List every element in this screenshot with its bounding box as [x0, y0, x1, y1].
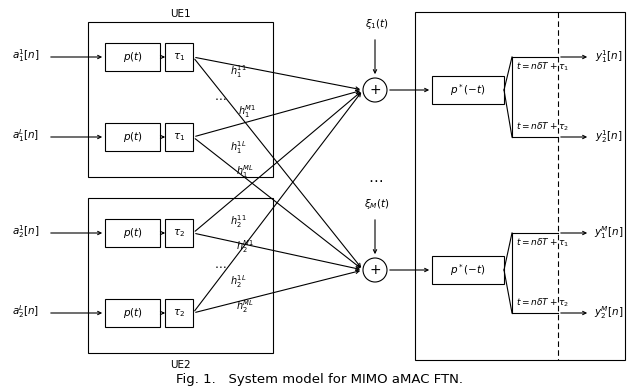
Text: $h_2^{1L}$: $h_2^{1L}$ [230, 274, 246, 291]
Text: +: + [369, 263, 381, 277]
Bar [105, 43, 160, 71]
Text: $y_1^M[n]$: $y_1^M[n]$ [594, 224, 623, 241]
Bar [105, 123, 160, 151]
Text: $a_2^1[n]$: $a_2^1[n]$ [12, 224, 40, 240]
Bar [105, 219, 160, 247]
Text: $h_1^{ML}$: $h_1^{ML}$ [236, 163, 254, 180]
Bar [165, 123, 193, 151]
Text: $p(t)$: $p(t)$ [123, 226, 143, 240]
Text: $a_1^1[n]$: $a_1^1[n]$ [12, 48, 40, 65]
Bar [105, 299, 160, 327]
Text: $y_1^1[n]$: $y_1^1[n]$ [595, 48, 623, 65]
Bar [432, 76, 504, 104]
Bar [165, 299, 193, 327]
Text: $a_2^L[n]$: $a_2^L[n]$ [12, 303, 39, 320]
Text: $\xi_M(t)$: $\xi_M(t)$ [364, 197, 390, 211]
Text: UE2: UE2 [170, 360, 191, 370]
Bar [165, 43, 193, 71]
Text: $t = n\delta T + \tau_1$: $t = n\delta T + \tau_1$ [516, 61, 569, 73]
Bar [415, 12, 625, 360]
Text: $\cdots$: $\cdots$ [214, 90, 226, 104]
Circle shape [363, 78, 387, 102]
Text: $\tau_1$: $\tau_1$ [173, 51, 185, 63]
Text: $h_2^{11}$: $h_2^{11}$ [230, 213, 247, 230]
Text: +: + [369, 83, 381, 97]
Text: UE1: UE1 [170, 9, 191, 19]
Bar [165, 219, 193, 247]
Text: $\tau_1$: $\tau_1$ [173, 131, 185, 143]
Text: $h_2^{ML}$: $h_2^{ML}$ [236, 299, 254, 316]
Text: $t = n\delta T + \tau_2$: $t = n\delta T + \tau_2$ [516, 121, 569, 133]
Text: $\cdots$: $\cdots$ [214, 258, 226, 271]
Circle shape [363, 258, 387, 282]
Text: $h_1^{1L}$: $h_1^{1L}$ [230, 140, 246, 156]
Text: $p(t)$: $p(t)$ [123, 130, 143, 144]
Bar [88, 198, 273, 353]
Text: $\xi_1(t)$: $\xi_1(t)$ [365, 17, 389, 31]
Text: $h_1^{M1}$: $h_1^{M1}$ [238, 104, 257, 120]
Text: $a_1^L[n]$: $a_1^L[n]$ [12, 127, 39, 144]
Text: $p^*(-t)$: $p^*(-t)$ [450, 262, 486, 278]
Text: $p(t)$: $p(t)$ [123, 306, 143, 320]
Text: $p^*(-t)$: $p^*(-t)$ [450, 82, 486, 98]
Text: $y_2^M[n]$: $y_2^M[n]$ [594, 305, 623, 321]
Text: Fig. 1.   System model for MIMO aMAC FTN.: Fig. 1. System model for MIMO aMAC FTN. [177, 373, 463, 386]
Text: $\tau_2$: $\tau_2$ [173, 307, 185, 319]
Text: $\cdots$: $\cdots$ [367, 172, 383, 188]
Text: $t = n\delta T + \tau_1$: $t = n\delta T + \tau_1$ [516, 237, 569, 249]
Bar [88, 22, 273, 177]
Text: $h_2^{M1}$: $h_2^{M1}$ [236, 239, 255, 255]
Text: $t = n\delta T + \tau_2$: $t = n\delta T + \tau_2$ [516, 297, 569, 309]
Text: $p(t)$: $p(t)$ [123, 50, 143, 64]
Text: $h_1^{11}$: $h_1^{11}$ [230, 64, 247, 81]
Text: $y_2^1[n]$: $y_2^1[n]$ [595, 129, 623, 145]
Text: $\tau_2$: $\tau_2$ [173, 227, 185, 239]
Bar [432, 256, 504, 284]
